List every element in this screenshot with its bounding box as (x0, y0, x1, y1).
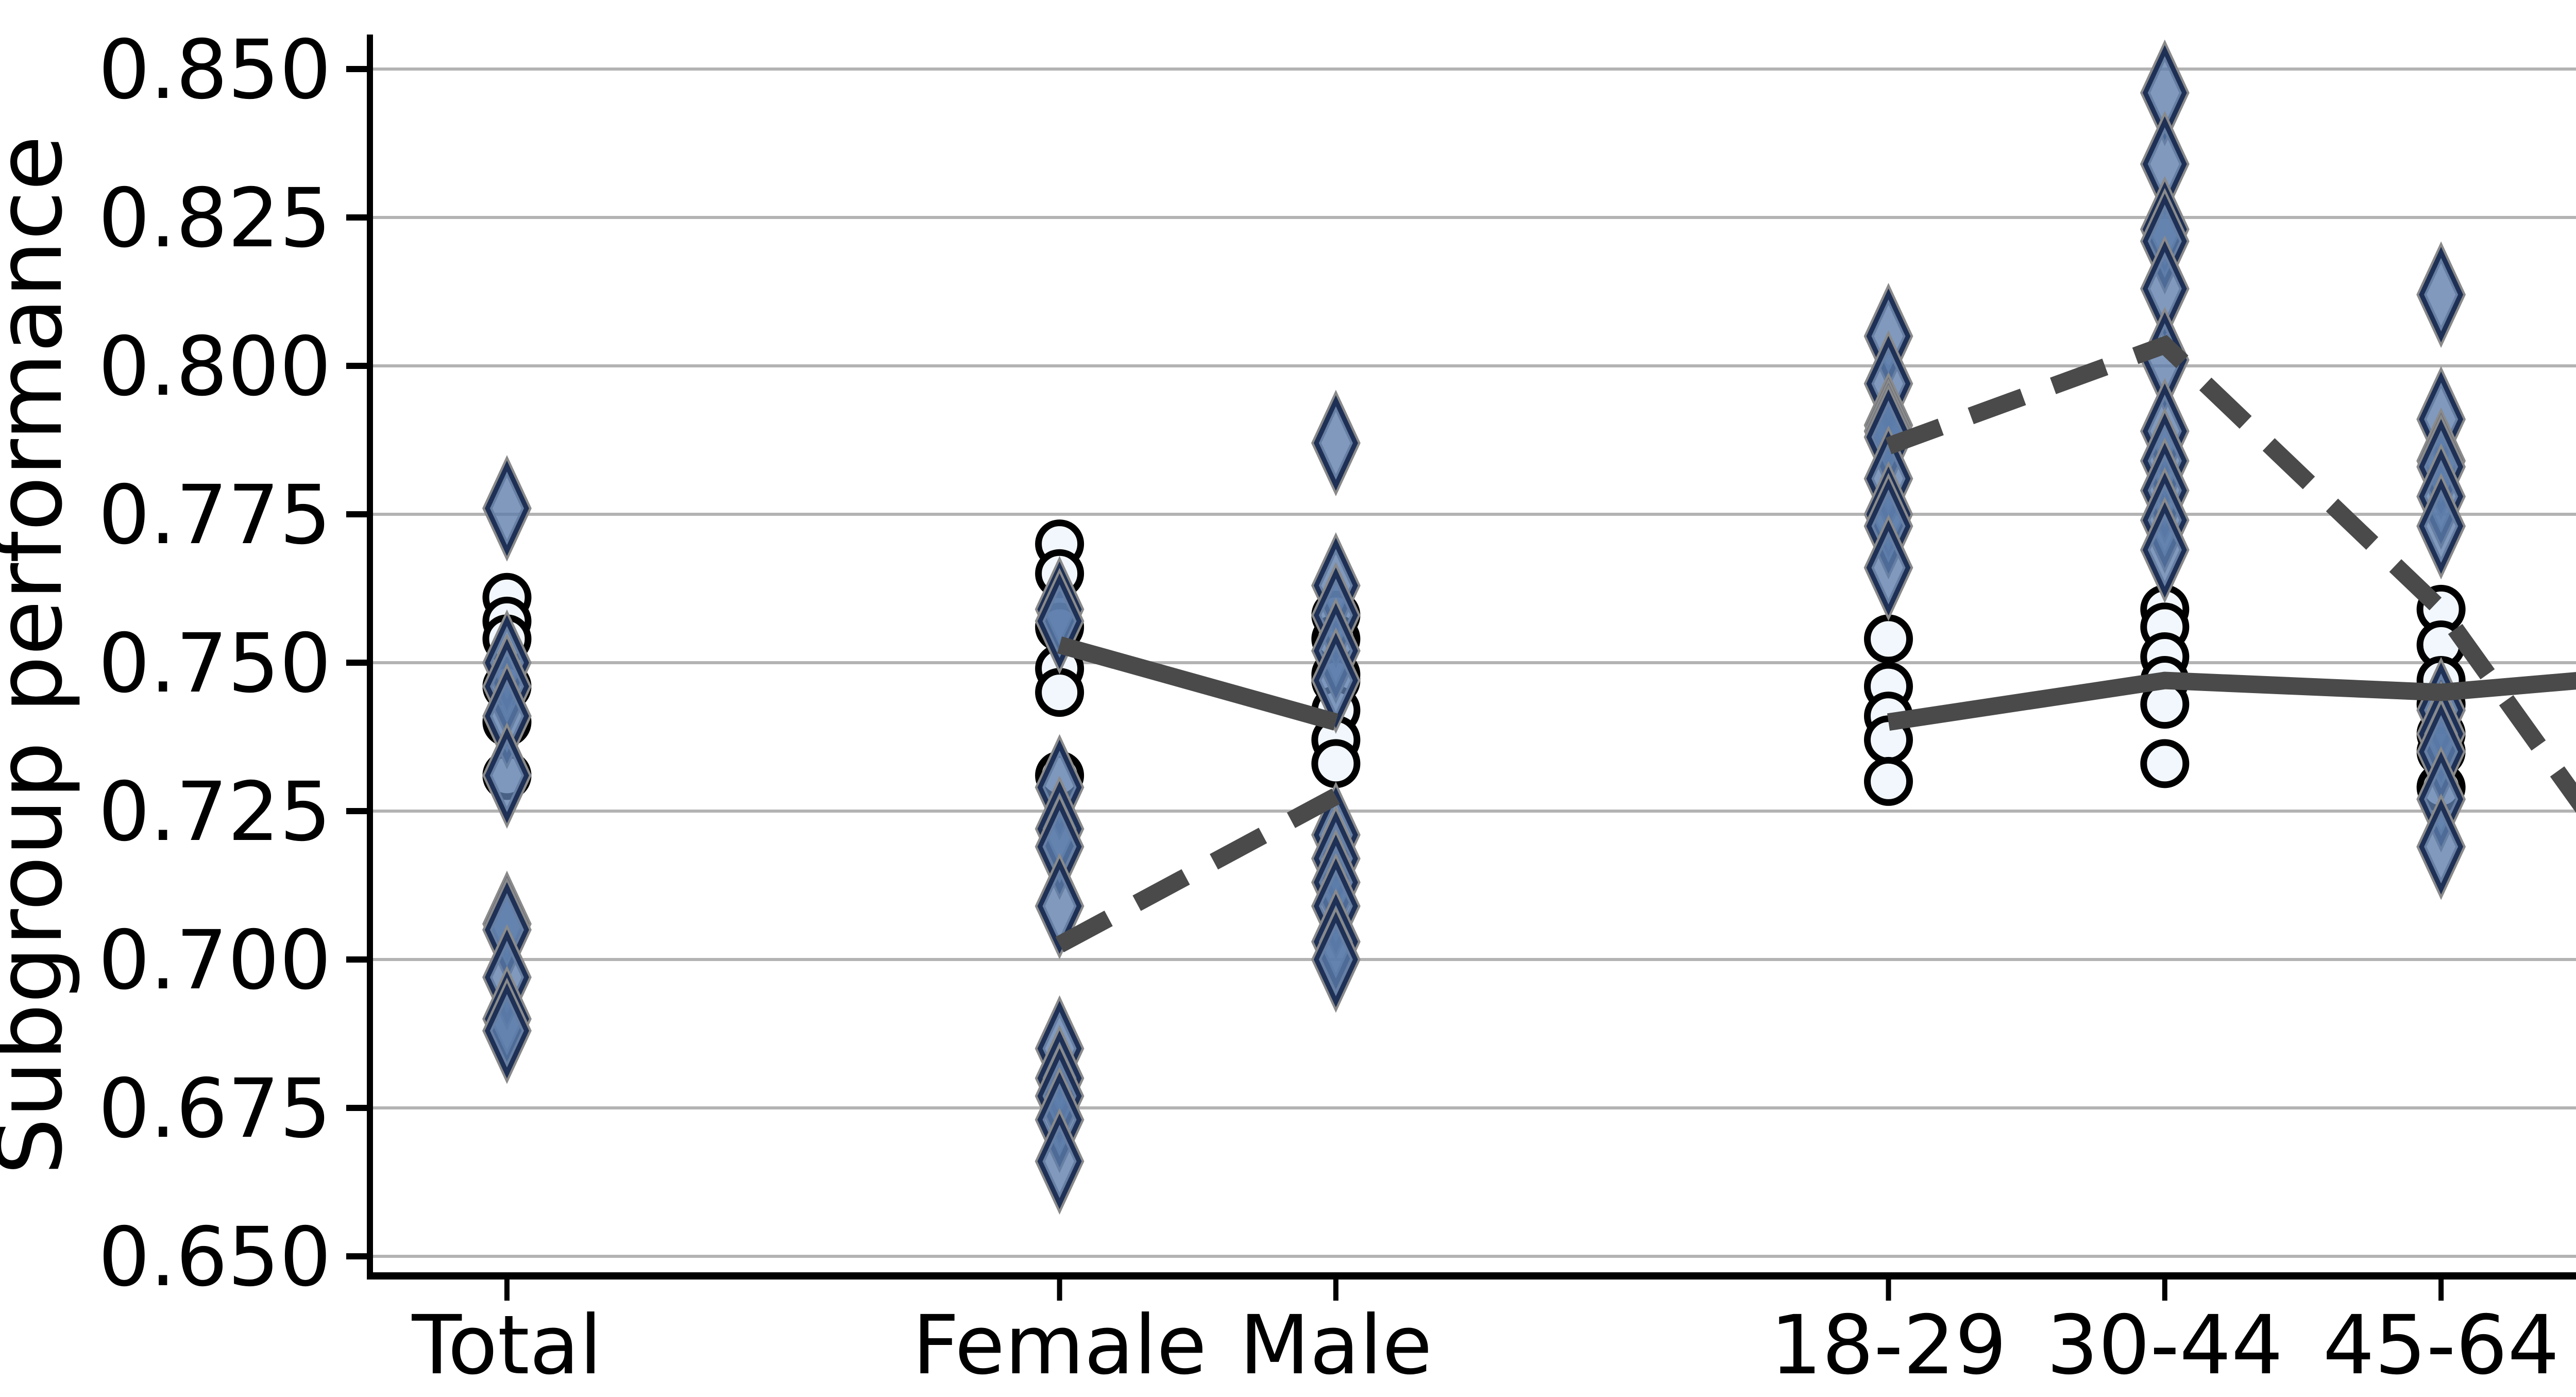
y-tick-label: 0.850 (98, 23, 331, 117)
x-tick-label: Total (411, 1298, 602, 1393)
x-tick-label: 30-44 (2046, 1298, 2283, 1393)
target-point (485, 728, 529, 823)
target-point (2419, 247, 2464, 343)
y-tick-label: 0.750 (98, 616, 331, 711)
target-point (2419, 799, 2464, 895)
target-point (1313, 632, 1358, 729)
y-tick-label: 0.650 (98, 1210, 331, 1305)
target-point (1037, 858, 1082, 954)
source-mean-line (1887, 671, 2576, 731)
y-tick-label: 0.800 (98, 319, 331, 414)
source-mean-line (1057, 636, 1338, 731)
target-mean-line (1885, 335, 2576, 813)
y-tick-label: 0.825 (98, 171, 331, 266)
y-tick-label: 0.725 (98, 765, 331, 860)
target-point (1866, 519, 1911, 616)
target-mean-line (1055, 788, 1340, 953)
y-axis-label: Subgroup performance (0, 136, 82, 1175)
target-point (485, 460, 529, 557)
source-point (1311, 739, 1361, 788)
target-point (2419, 478, 2464, 574)
target-point (1313, 395, 1358, 491)
x-tick-label: 18-29 (1770, 1298, 2007, 1393)
source-point (1864, 614, 1913, 664)
source-point (1035, 668, 1084, 717)
target-point (1313, 912, 1358, 1007)
y-tick-label: 0.700 (98, 913, 331, 1008)
x-tick-label: 45-64 (2323, 1298, 2560, 1393)
x-tick-label: Female (912, 1298, 1207, 1393)
source-point (1864, 756, 1913, 806)
target-point (1037, 1113, 1082, 1209)
target-point (2142, 502, 2187, 598)
x-tick-label: Male (1240, 1298, 1432, 1393)
y-tick-label: 0.675 (98, 1062, 331, 1156)
source-point (2140, 739, 2190, 788)
y-tick-label: 0.775 (98, 468, 331, 563)
target-point (485, 983, 529, 1079)
